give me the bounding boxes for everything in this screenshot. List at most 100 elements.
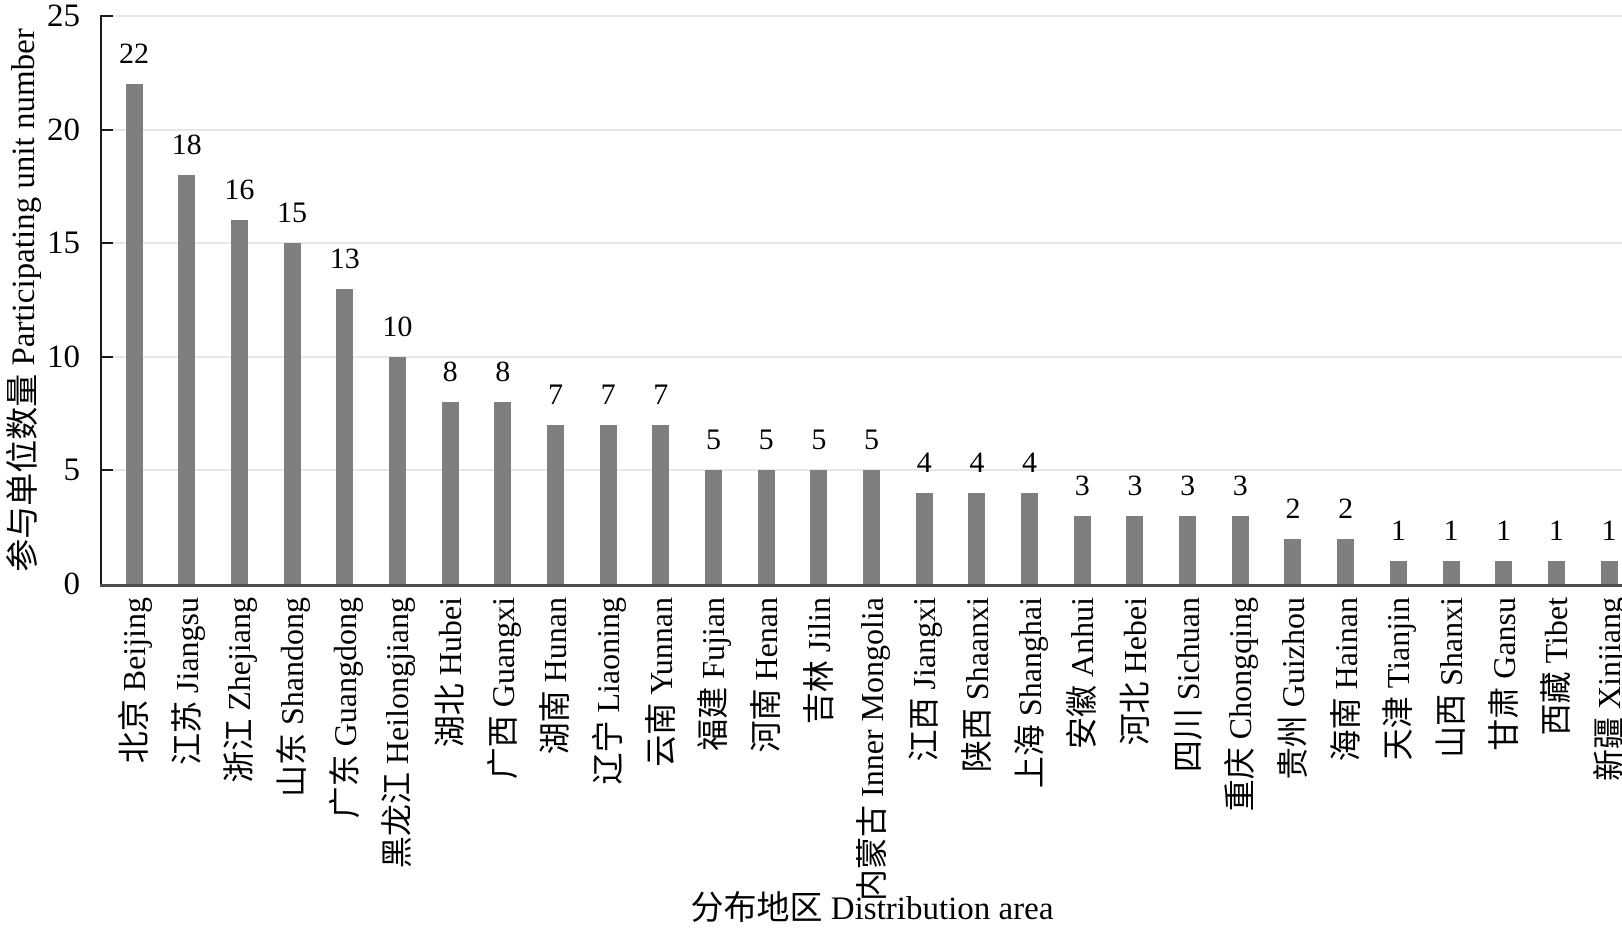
bar xyxy=(336,288,354,584)
bar-value-label: 10 xyxy=(382,309,413,343)
y-tick xyxy=(102,355,113,358)
x-axis-line xyxy=(100,584,1622,587)
x-category-label: 陕西 Shaanxi xyxy=(958,597,995,773)
bar xyxy=(652,424,670,584)
bar xyxy=(1073,515,1091,584)
bar-value-label: 8 xyxy=(495,355,511,389)
bar-value-label: 5 xyxy=(705,423,721,457)
x-category-label: 安徽 Anhui xyxy=(1064,597,1101,750)
x-category-label: 海南 Hainan xyxy=(1327,597,1364,762)
bar-value-label: 5 xyxy=(864,423,880,457)
bar xyxy=(915,493,933,584)
x-category-label: 湖北 Hubei xyxy=(432,597,469,748)
bar-value-label: 13 xyxy=(329,241,360,275)
bar xyxy=(1495,561,1513,584)
x-category-label: 新疆 Xinjiang xyxy=(1591,597,1622,781)
bar-value-label: 3 xyxy=(1232,468,1248,502)
gridline xyxy=(100,355,1622,358)
bar-value-label: 1 xyxy=(1601,514,1617,548)
x-category-label: 天津 Tianjin xyxy=(1380,597,1417,761)
bar xyxy=(125,84,143,584)
x-category-label: 黑龙江 Heilongjiang xyxy=(379,597,416,869)
bar xyxy=(230,220,248,584)
y-axis-line xyxy=(100,15,102,585)
bar-value-label: 7 xyxy=(600,377,616,411)
bar xyxy=(599,424,617,584)
bar-value-label: 4 xyxy=(1022,446,1038,480)
bar-value-label: 1 xyxy=(1496,514,1512,548)
bar-value-label: 15 xyxy=(277,196,308,230)
bar xyxy=(704,470,722,584)
x-category-label: 山东 Shandong xyxy=(274,597,311,798)
y-tick xyxy=(102,469,113,472)
bar-value-label: 5 xyxy=(758,423,774,457)
bar-value-label: 3 xyxy=(1180,468,1196,502)
gridline xyxy=(100,128,1622,131)
gridline xyxy=(100,469,1622,472)
bar xyxy=(1126,515,1144,584)
y-tick-label: 10 xyxy=(47,338,80,375)
bar-value-label: 1 xyxy=(1548,514,1564,548)
bar xyxy=(1021,493,1039,584)
bar-value-label: 2 xyxy=(1338,491,1354,525)
x-category-label: 云南 Yunnan xyxy=(642,597,679,767)
bar xyxy=(283,243,301,584)
bar-value-label: 3 xyxy=(1127,468,1143,502)
x-category-label: 西藏 Tibet xyxy=(1538,597,1575,736)
x-category-label: 河北 Hebei xyxy=(1116,597,1153,746)
x-category-label: 江西 Jiangxi xyxy=(906,597,943,762)
bar xyxy=(757,470,775,584)
bar-value-label: 4 xyxy=(969,446,985,480)
bar-value-label: 1 xyxy=(1390,514,1406,548)
bar xyxy=(1389,561,1407,584)
bar xyxy=(810,470,828,584)
bar xyxy=(1231,515,1249,584)
x-category-label: 浙江 Zhejiang xyxy=(221,597,258,783)
x-category-label: 贵州 Guizhou xyxy=(1274,597,1311,780)
bar xyxy=(441,402,459,584)
x-category-label: 河南 Henan xyxy=(748,597,785,753)
bar-value-label: 8 xyxy=(442,355,458,389)
x-category-label: 重庆 Chongqing xyxy=(1222,597,1259,812)
bar-value-label: 7 xyxy=(653,377,669,411)
x-category-label: 甘肃 Gansu xyxy=(1485,597,1522,751)
bar-value-label: 7 xyxy=(547,377,563,411)
bar xyxy=(863,470,881,584)
y-tick-label: 5 xyxy=(63,452,81,489)
x-category-label: 江苏 Jiangsu xyxy=(168,597,205,766)
bar-value-label: 5 xyxy=(811,423,827,457)
x-category-label: 北京 Beijing xyxy=(116,597,152,764)
y-tick-label: 0 xyxy=(63,566,81,602)
bar xyxy=(968,493,986,584)
x-category-label: 吉林 Jilin xyxy=(800,597,837,725)
bar xyxy=(1337,538,1355,584)
x-category-label: 福建 Fujian xyxy=(695,597,732,751)
bar xyxy=(1547,561,1565,584)
bar-value-label: 3 xyxy=(1074,468,1090,502)
bar-value-label: 1 xyxy=(1443,514,1459,548)
y-tick xyxy=(102,128,113,131)
bar-value-label: 22 xyxy=(119,37,149,71)
x-category-label: 湖南 Hunan xyxy=(537,597,574,755)
y-tick-label: 20 xyxy=(47,111,80,148)
y-tick-label: 15 xyxy=(47,225,80,262)
bar xyxy=(388,356,406,584)
bar-value-label: 2 xyxy=(1285,491,1301,525)
bar-value-label: 16 xyxy=(224,173,255,207)
y-tick xyxy=(102,242,113,245)
bar xyxy=(178,175,196,584)
x-category-label: 辽宁 Liaoning xyxy=(590,597,627,785)
y-tick xyxy=(102,15,113,17)
x-category-label: 山西 Shanxi xyxy=(1433,597,1469,758)
x-category-label: 广西 Guangxi xyxy=(484,597,521,780)
gridline xyxy=(100,15,1622,17)
bar xyxy=(1284,538,1302,584)
bar-value-label: 18 xyxy=(171,128,202,162)
bar xyxy=(1442,561,1460,584)
bar xyxy=(546,424,564,584)
bar xyxy=(1179,515,1197,584)
bar xyxy=(494,402,512,584)
x-category-label: 上海 Shanghai xyxy=(1011,597,1048,789)
bar-value-label: 4 xyxy=(916,446,932,480)
